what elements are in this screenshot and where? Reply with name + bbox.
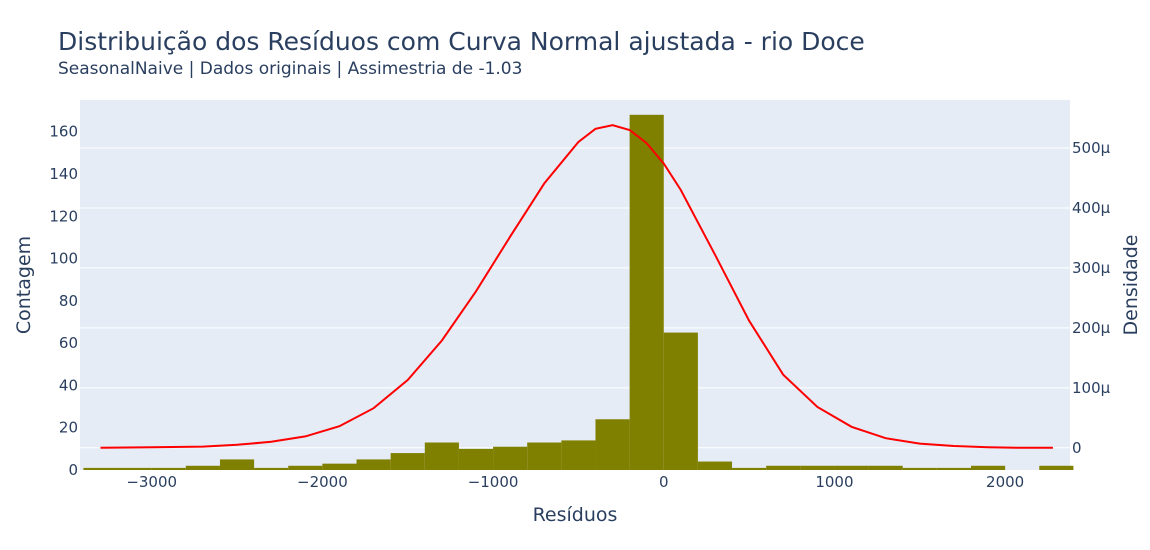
histogram-bars	[83, 114, 1074, 471]
y2-tick-label: 300μ	[1072, 259, 1111, 277]
histogram-bar	[595, 419, 630, 470]
histogram-bar	[356, 459, 391, 470]
y2-tick-label: 500μ	[1072, 139, 1111, 157]
histogram-bar	[185, 465, 220, 470]
histogram-bar	[902, 467, 937, 470]
y-tick-label: 60	[59, 334, 78, 352]
histogram-bar	[390, 453, 425, 470]
y-tick-label: 100	[49, 250, 78, 268]
plot-area	[80, 100, 1070, 470]
y-tick-label: 160	[49, 123, 78, 141]
histogram-bar	[1039, 465, 1074, 470]
x-tick-label: 0	[659, 473, 669, 491]
histogram-bar	[493, 446, 528, 470]
histogram-bar	[697, 461, 733, 470]
y-tick-label: 140	[49, 165, 78, 183]
x-tick-label: 2000	[986, 473, 1024, 491]
y2-tick-label: 0	[1072, 439, 1082, 457]
histogram-bar	[151, 467, 186, 470]
y-tick-label: 120	[49, 207, 78, 225]
y-tick-label: 20	[59, 419, 78, 437]
histogram-bar	[868, 465, 903, 470]
x-tick-label: −3000	[126, 473, 177, 491]
y2-tick-label: 400μ	[1072, 199, 1111, 217]
histogram-bar	[424, 442, 459, 470]
x-axis-ticks: −3000 −2000 −1000 0 1000 2000	[126, 473, 1024, 491]
x-axis-title: Resíduos	[533, 504, 618, 526]
histogram-bar	[83, 467, 118, 470]
histogram-bar	[936, 467, 971, 470]
chart-subtitle: SeasonalNaive | Dados originais | Assime…	[58, 59, 522, 79]
y-axis-title: Contagem	[13, 236, 35, 334]
histogram-bar	[629, 114, 664, 471]
histogram-bar	[458, 448, 494, 470]
y-tick-label: 80	[59, 292, 78, 310]
histogram-bar	[117, 467, 152, 470]
histogram-bar	[834, 465, 869, 470]
histogram-bar	[971, 465, 1006, 470]
y-axis-ticks: 0 20 40 60 80 100 120 140 160	[49, 123, 78, 479]
y2-axis-title: Densidade	[1120, 235, 1142, 336]
histogram-bar	[732, 467, 767, 470]
histogram-bar	[766, 465, 801, 470]
histogram-bar	[322, 463, 357, 470]
y2-tick-label: 200μ	[1072, 319, 1111, 337]
histogram-bar	[527, 442, 562, 470]
x-tick-label: 1000	[815, 473, 853, 491]
histogram-bar	[288, 465, 323, 470]
gridlines	[80, 147, 1070, 449]
chart-title: Distribuição dos Resíduos com Curva Norm…	[58, 27, 865, 56]
y2-axis-ticks: 0 100μ 200μ 300μ 400μ 500μ	[1072, 139, 1111, 457]
y2-tick-label: 100μ	[1072, 379, 1111, 397]
histogram-bar	[219, 459, 255, 470]
normal-curve-line	[100, 124, 1053, 449]
histogram-bar	[254, 467, 289, 470]
histogram-bar	[663, 332, 698, 470]
y-tick-label: 40	[59, 376, 78, 394]
x-tick-label: −2000	[297, 473, 348, 491]
histogram-bar	[561, 440, 596, 470]
histogram-bar	[800, 465, 835, 470]
x-tick-label: −1000	[468, 473, 519, 491]
y-tick-label: 0	[68, 461, 78, 479]
